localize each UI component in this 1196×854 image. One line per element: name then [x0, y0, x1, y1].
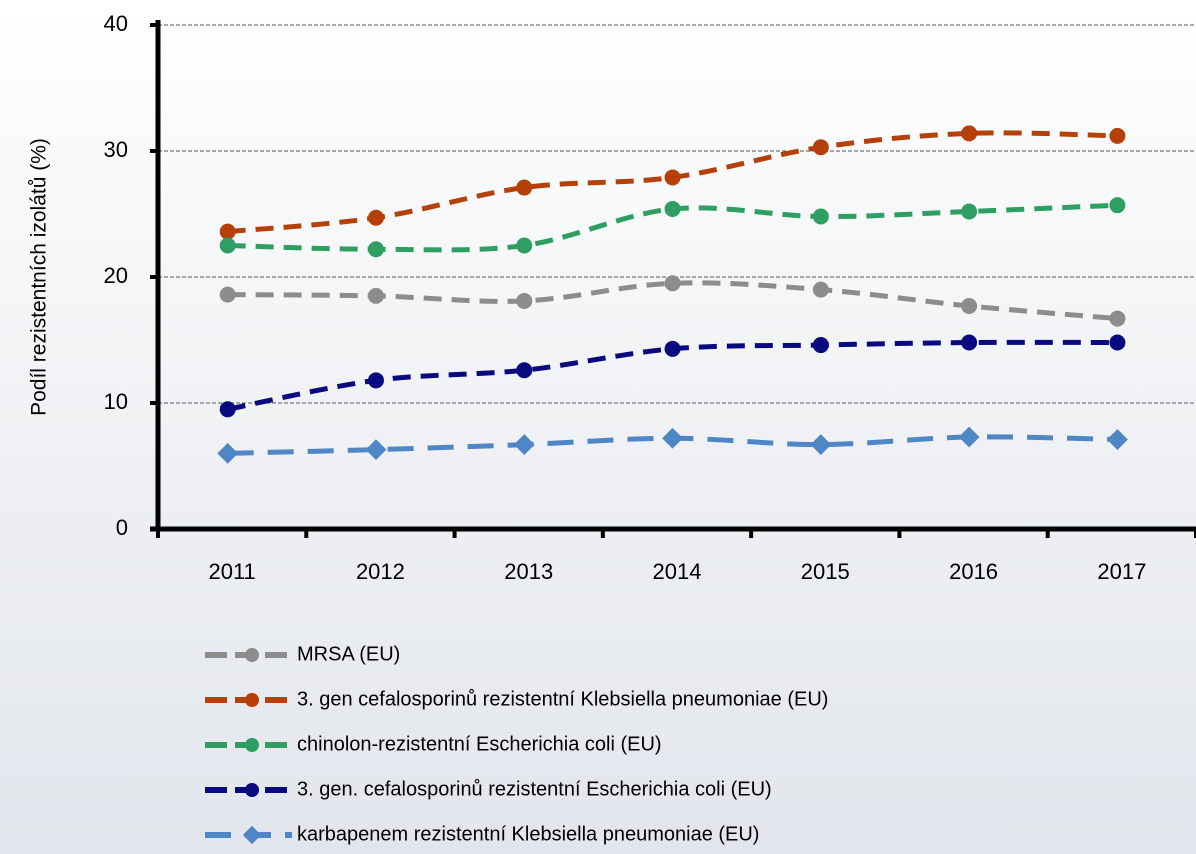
- y-tick-label: 0: [116, 515, 128, 540]
- legend-marker: [245, 738, 259, 752]
- point: [812, 139, 829, 156]
- point: [513, 434, 535, 455]
- x-tick-label: 2014: [653, 559, 702, 584]
- x-tick-label: 2017: [1097, 559, 1146, 584]
- point: [664, 275, 681, 292]
- point: [1107, 429, 1128, 450]
- y-tick-label: 30: [104, 137, 128, 162]
- point: [812, 281, 829, 298]
- point: [958, 426, 980, 448]
- point: [961, 203, 978, 220]
- point: [961, 334, 978, 351]
- x-tick-label: 2012: [356, 559, 405, 584]
- point: [961, 297, 978, 314]
- point: [219, 223, 236, 240]
- point: [664, 169, 681, 186]
- point: [810, 434, 832, 455]
- x-tick-label: 2013: [504, 559, 553, 584]
- point: [367, 372, 384, 389]
- point: [516, 179, 533, 196]
- point: [219, 401, 236, 418]
- point: [812, 337, 829, 354]
- point: [365, 439, 387, 461]
- legend-marker: [245, 783, 259, 797]
- point: [516, 292, 533, 309]
- point: [367, 209, 384, 226]
- point: [516, 237, 533, 254]
- point: [367, 241, 384, 258]
- point: [217, 443, 239, 464]
- point: [367, 287, 384, 304]
- legend-label: 3. gen cefalosporinů rezistentní Klebsie…: [297, 688, 828, 710]
- point: [664, 340, 681, 357]
- legend-label: MRSA (EU): [297, 643, 400, 665]
- point: [1109, 310, 1126, 327]
- point: [1109, 334, 1126, 351]
- legend-marker: [245, 693, 259, 707]
- point: [664, 200, 681, 217]
- point: [219, 237, 236, 254]
- legend-label: chinolon-rezistentní Escherichia coli (E…: [297, 733, 662, 755]
- legend-marker: [242, 825, 262, 845]
- y-tick-label: 40: [104, 11, 128, 36]
- legend-marker: [245, 648, 259, 662]
- x-tick-label: 2016: [949, 559, 998, 584]
- point: [1109, 127, 1126, 144]
- y-tick-label: 10: [104, 389, 128, 414]
- point: [662, 427, 683, 449]
- y-axis-label: Podíl rezistentních izolátů (%): [28, 138, 51, 416]
- point: [1109, 197, 1126, 214]
- x-tick-label: 2011: [208, 559, 255, 584]
- legend-label: 3. gen. cefalosporinů rezistentní Escher…: [297, 778, 772, 800]
- point: [812, 208, 829, 225]
- x-tick-label: 2015: [801, 559, 850, 584]
- point: [516, 362, 533, 379]
- point: [961, 125, 978, 142]
- legend-label: karbapenem rezistentní Klebsiella pneumo…: [297, 823, 759, 845]
- point: [219, 286, 236, 303]
- y-tick-label: 20: [104, 263, 128, 288]
